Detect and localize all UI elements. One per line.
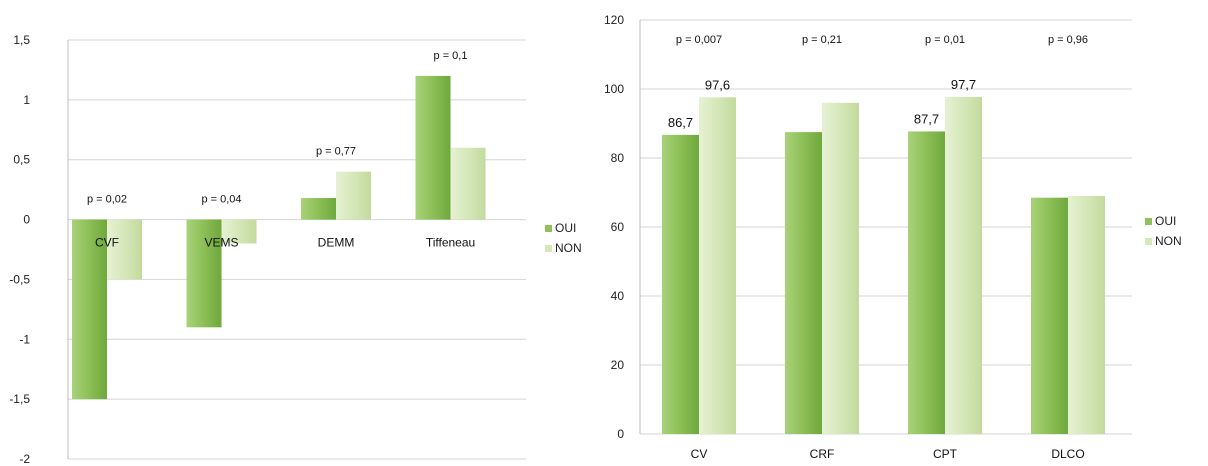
p-value-label: p = 0,77 (316, 146, 356, 158)
bar-non-demm (336, 171, 371, 220)
bar-oui-crf (785, 132, 822, 434)
y-tick-label: -1,5 (9, 392, 30, 406)
data-label: 97,6 (705, 77, 730, 92)
y-tick-label: -1 (19, 332, 30, 346)
y-tick-label: 120 (604, 13, 624, 27)
category-label: CV (691, 447, 708, 461)
data-label: 87,7 (914, 111, 939, 126)
legend-swatch-oui (545, 225, 552, 232)
y-tick-label: 0,5 (13, 153, 30, 167)
y-tick-label: 0 (617, 427, 624, 441)
bar-oui-dlco (1031, 197, 1068, 434)
p-value-label: p = 0,21 (802, 34, 842, 46)
bar-oui-cv (662, 134, 699, 434)
p-value-label: p = 0,02 (87, 194, 127, 206)
y-tick-label: 40 (611, 289, 625, 303)
p-value-label: p = 0,04 (201, 194, 241, 206)
bar-non-vems (221, 219, 257, 244)
p-value-label: p = 0,01 (925, 34, 965, 46)
y-tick-label: 60 (611, 220, 625, 234)
bar-oui-demm (301, 198, 336, 220)
category-label: CVF (95, 236, 119, 250)
legend-swatch-non (1145, 238, 1152, 245)
y-tick-label: -0,5 (9, 272, 30, 286)
category-label: DEMM (318, 236, 355, 250)
legend-swatch-oui (1145, 218, 1152, 225)
data-label: 97,7 (951, 77, 976, 92)
legend: OUI NON (545, 221, 582, 255)
data-label: 86,7 (668, 115, 693, 130)
bar-non-tiffeneau (450, 147, 486, 220)
p-value-label: p = 0,007 (676, 34, 722, 46)
y-tick-label: 1 (23, 93, 30, 107)
p-value-label: p = 0,96 (1048, 34, 1088, 46)
bar-non-cvf (107, 219, 142, 280)
legend-label-non: NON (555, 241, 582, 255)
bar-oui-vems (186, 219, 222, 328)
p-value-label: p = 0,1 (434, 50, 468, 62)
legend-label-non: NON (1155, 234, 1182, 248)
y-tick-label: 0 (23, 213, 30, 227)
bar-non-cpt (945, 96, 982, 434)
y-tick-label: 1,5 (13, 33, 30, 47)
bar-non-crf (822, 102, 859, 435)
legend-swatch-non (545, 245, 552, 252)
chart-left: 1,5 1 0,5 0 -0,5 -1 -1,5 -2 CVF p = 0,02 VEMS p = 0… (9, 33, 581, 466)
bar-oui-cpt (908, 131, 945, 434)
y-tick-label: -2 (19, 452, 30, 466)
bar-oui-cvf (72, 219, 107, 400)
category-label: DLCO (1051, 447, 1084, 461)
y-tick-label: 80 (611, 151, 625, 165)
category-label: CRF (810, 447, 835, 461)
category-label: Tiffeneau (426, 236, 475, 250)
legend-label-oui: OUI (1155, 214, 1176, 228)
y-tick-label: 100 (604, 82, 624, 96)
bar-non-dlco (1068, 195, 1105, 434)
bar-non-cv (699, 97, 736, 434)
y-tick-label: 20 (611, 358, 625, 372)
legend: OUI NON (1145, 214, 1182, 248)
category-label: VEMS (204, 236, 238, 250)
category-label: CPT (933, 447, 958, 461)
legend-label-oui: OUI (555, 221, 576, 235)
bar-oui-tiffeneau (415, 75, 451, 220)
chart-right: 120 100 80 60 40 20 0 CV p = 0,007 86,7 97,6 CRF p =… (604, 13, 1182, 461)
